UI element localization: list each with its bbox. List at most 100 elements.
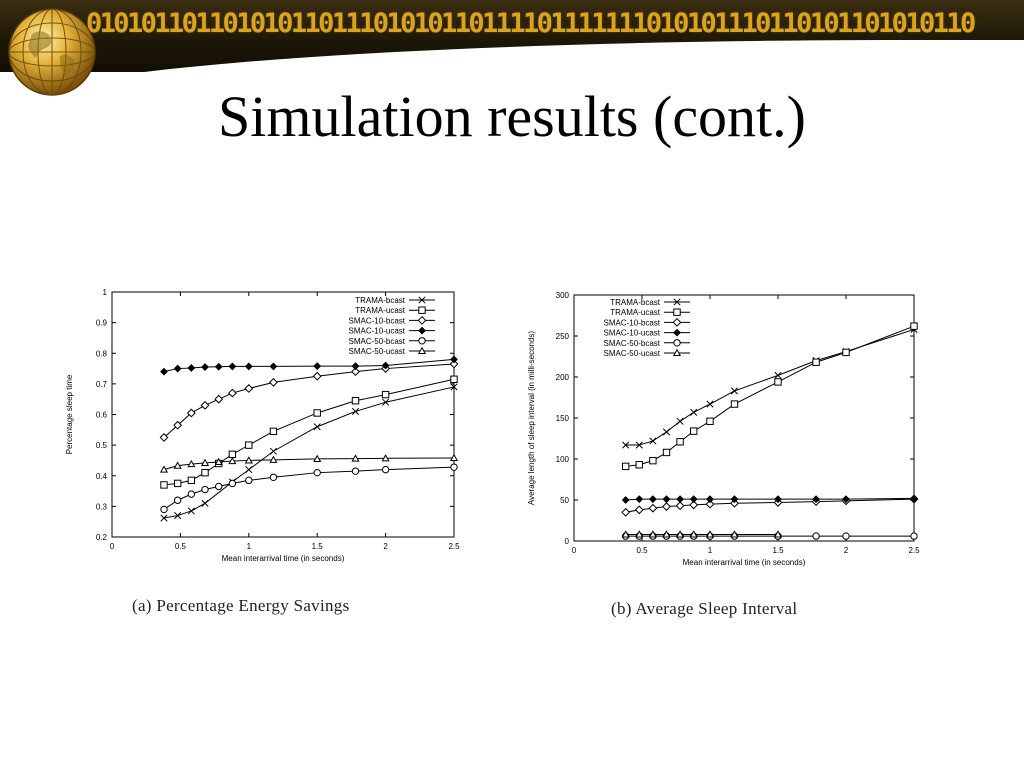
y-tick-label: 50 — [560, 496, 569, 505]
x-tick-label: 2 — [844, 546, 849, 555]
chart-average-sleep-interval: 0 50 100 150 200 250 300 0 0.5 1 1.5 2 2.5 Mean inter… — [527, 291, 920, 567]
data-point — [214, 394, 224, 404]
data-point — [774, 378, 782, 386]
legend-label: SMAC-50-bcast — [349, 337, 406, 346]
data-point — [910, 494, 918, 503]
data-point — [648, 495, 657, 504]
y-tick-label: 0.2 — [96, 533, 108, 542]
data-point — [245, 441, 253, 449]
legend-marker — [418, 326, 426, 335]
data-point — [187, 476, 196, 485]
x-tick-label: 0 — [110, 542, 115, 551]
data-point — [689, 500, 699, 510]
figure-a: 0.2 0.3 0.4 0.5 0.6 0.7 0.8 0.9 1 0 0.5 1 1.5 2 2.5 Mea… — [60, 284, 480, 576]
data-point — [812, 358, 820, 366]
data-point — [842, 495, 850, 504]
y-axis-label: Average length of sleep interval (in mil… — [527, 331, 536, 505]
legend-label: TRAMA-bcast — [355, 296, 406, 305]
data-point — [635, 461, 643, 469]
legend-label: SMAC-10-bcast — [604, 318, 661, 327]
chart-percentage-sleep-time: 0.2 0.3 0.4 0.5 0.6 0.7 0.8 0.9 1 0 0.5 1 1.5 2 2.5 Mea… — [65, 288, 460, 563]
data-point — [313, 423, 321, 431]
series-smac-10-ucast — [160, 355, 458, 376]
legend-marker — [418, 306, 426, 314]
data-point — [214, 457, 223, 466]
data-point — [244, 384, 254, 393]
data-point — [774, 495, 782, 504]
data-point — [228, 479, 237, 488]
data-point — [621, 507, 631, 517]
data-point — [689, 427, 698, 435]
data-point — [269, 455, 278, 463]
caption-a: (a) Percentage Energy Savings — [132, 596, 350, 615]
legend-marker — [417, 315, 427, 325]
data-point — [621, 496, 630, 504]
data-point — [160, 505, 168, 514]
legend-marker — [673, 298, 681, 306]
data-point — [910, 322, 918, 330]
data-point — [910, 532, 918, 540]
data-point — [635, 495, 644, 504]
data-point — [160, 367, 168, 376]
x-tick-label: 2.5 — [908, 546, 920, 555]
legend-marker — [417, 346, 427, 355]
data-point — [200, 400, 210, 410]
legend-label: SMAC-50-bcast — [604, 339, 661, 348]
data-point — [381, 454, 390, 462]
series-smac-50-ucast — [621, 530, 783, 538]
data-point — [159, 465, 169, 473]
data-point — [774, 371, 782, 379]
data-point — [351, 407, 360, 415]
data-point — [842, 348, 850, 357]
series-smac-10-ucast — [621, 494, 918, 504]
data-point — [214, 362, 223, 371]
data-point — [621, 462, 630, 471]
x-tick-label: 2.5 — [448, 542, 460, 551]
y-tick-label: 0.3 — [96, 502, 108, 511]
data-point — [705, 499, 715, 509]
data-point — [351, 454, 360, 462]
data-point — [649, 437, 657, 445]
slide-title: Simulation results (cont.) — [218, 84, 806, 149]
data-point — [730, 495, 739, 504]
data-point — [450, 355, 458, 364]
legend-label: SMAC-10-bcast — [349, 316, 406, 325]
data-point — [201, 468, 209, 477]
legend-label: SMAC-10-ucast — [349, 327, 406, 336]
y-tick-label: 0.4 — [96, 472, 108, 481]
data-point — [450, 383, 458, 391]
wireframe-globe-icon — [8, 8, 96, 96]
data-point — [706, 495, 714, 504]
data-point — [676, 530, 685, 538]
data-point — [269, 473, 278, 481]
data-point — [730, 400, 739, 408]
data-point — [269, 377, 278, 387]
data-point — [662, 530, 671, 538]
x-tick-label: 1 — [708, 546, 713, 555]
x-tick-label: 1.5 — [312, 542, 324, 551]
data-point — [228, 362, 237, 371]
data-point — [730, 387, 739, 395]
legend-marker — [672, 317, 682, 327]
data-point — [662, 428, 671, 436]
data-point — [622, 441, 630, 449]
data-point — [812, 532, 820, 540]
data-point — [621, 530, 630, 538]
data-point — [245, 476, 253, 485]
data-point — [173, 496, 182, 504]
legend-marker — [673, 328, 681, 337]
data-point — [313, 454, 322, 462]
data-point — [649, 456, 657, 465]
y-tick-label: 100 — [556, 455, 570, 464]
y-tick-label: 0.8 — [96, 349, 108, 358]
data-point — [269, 447, 277, 455]
data-point — [269, 427, 278, 436]
figure-b: 0 50 100 150 200 250 300 0 0.5 1 1.5 2 2.5 Mean inter… — [518, 288, 930, 580]
y-tick-label: 0.9 — [96, 319, 108, 328]
data-point — [730, 498, 739, 508]
data-point — [187, 507, 195, 515]
data-point — [662, 448, 671, 457]
legend-label: SMAC-50-ucast — [349, 347, 406, 356]
legend-label: SMAC-10-ucast — [604, 329, 661, 338]
data-point — [449, 453, 459, 462]
